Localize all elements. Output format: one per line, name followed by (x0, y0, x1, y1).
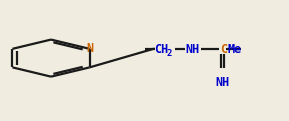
Text: C: C (220, 43, 227, 56)
Text: NH: NH (216, 76, 230, 89)
Text: Me: Me (228, 43, 242, 56)
Text: 2: 2 (167, 49, 172, 58)
Text: N: N (86, 42, 93, 55)
Text: CH: CH (155, 43, 169, 56)
Text: NH: NH (185, 43, 200, 56)
